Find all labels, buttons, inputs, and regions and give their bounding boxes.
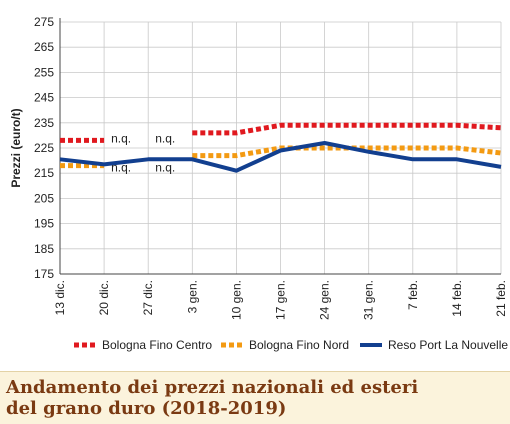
x-tick-label: 24 gen. — [318, 280, 332, 320]
x-tick-label: 31 gen. — [362, 280, 376, 320]
y-tick-label: 265 — [34, 40, 54, 54]
y-tick-label: 275 — [34, 15, 54, 29]
x-tick-label: 7 feb. — [406, 280, 420, 310]
y-tick-label: 255 — [34, 65, 54, 79]
x-tick-label: 13 dic. — [53, 280, 67, 315]
y-tick-label: 175 — [34, 267, 54, 281]
y-tick-label: 195 — [34, 217, 54, 231]
legend-label-1: Bologna Fino Centro — [102, 338, 212, 352]
series-line-1 — [192, 122, 502, 136]
annotation-label: n.q. — [111, 131, 131, 145]
legend-label-2: Bologna Fino Nord — [249, 338, 349, 352]
x-tick-label: 20 dic. — [97, 280, 111, 315]
y-tick-label: 215 — [34, 166, 54, 180]
x-tick-label: 14 feb. — [450, 280, 464, 317]
line-chart: 175 185 195 205 215 225 235 245 255 265 275 13 dic.… — [9, 15, 508, 352]
x-tick-label: 17 gen. — [274, 280, 288, 320]
y-tick-label: 235 — [34, 116, 54, 130]
x-tick-label: 21 feb. — [494, 280, 508, 317]
x-tick-label: 3 gen. — [185, 280, 199, 313]
caption-line-2: del grano duro (2018-2019) — [6, 398, 287, 419]
y-tick-label: 205 — [34, 191, 54, 205]
x-tick-label: 10 gen. — [229, 280, 243, 320]
series-line-3 — [59, 141, 502, 173]
annotation-label: n.q. — [111, 161, 131, 175]
chart-caption: Andamento dei prezzi nazionali ed esteri… — [0, 371, 510, 424]
annotation-label: n.q. — [155, 131, 175, 145]
caption-line-1: Andamento dei prezzi nazionali ed esteri — [6, 377, 419, 398]
y-axis-label: Prezzi (euro/t) — [9, 108, 23, 187]
legend-label-3: Reso Port La Nouvelle — [388, 338, 508, 352]
annotation-label: n.q. — [155, 161, 175, 175]
y-tick-label: 245 — [34, 91, 54, 105]
y-tick-label: 185 — [34, 242, 54, 256]
x-tick-label: 27 dic. — [141, 280, 155, 315]
y-tick-label: 225 — [34, 141, 54, 155]
